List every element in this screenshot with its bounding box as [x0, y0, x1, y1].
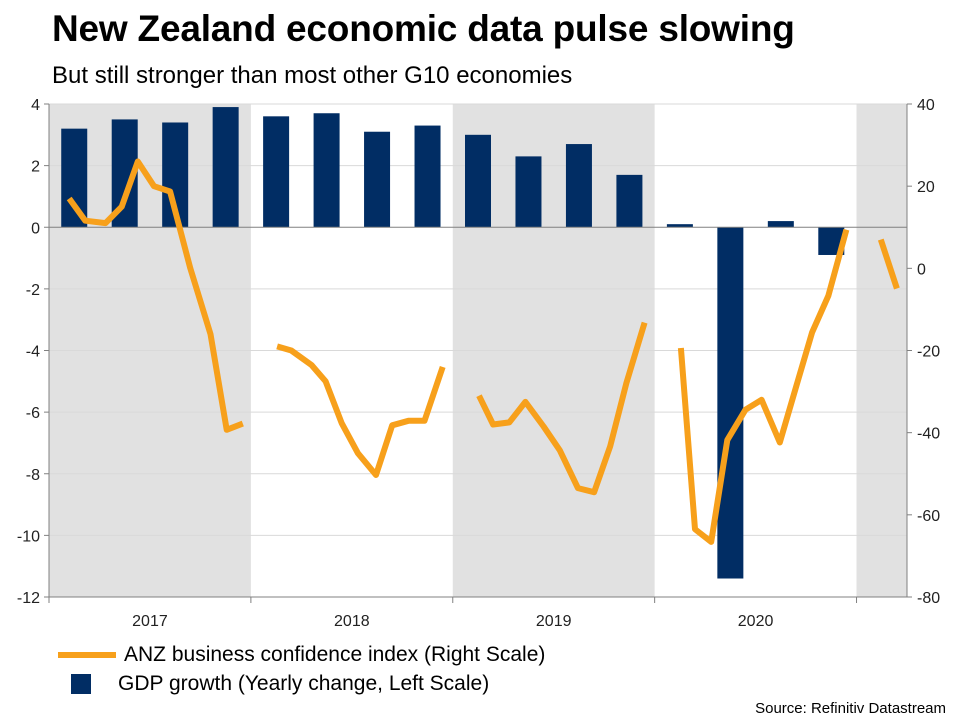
gdp-bar — [515, 156, 542, 228]
left-tick-label: -12 — [17, 590, 40, 607]
right-tick-label: 20 — [917, 179, 935, 196]
legend-bar-label: GDP growth (Yearly change, Left Scale) — [118, 671, 490, 695]
gdp-bar — [414, 125, 441, 228]
confidence-line-segment — [476, 321, 648, 496]
confidence-line — [66, 158, 900, 545]
axes — [44, 103, 912, 603]
right-tick-label: 0 — [917, 261, 926, 278]
gdp-bar — [313, 113, 340, 228]
left-tick-label: 4 — [31, 97, 40, 114]
left-tick-label: -8 — [26, 467, 40, 484]
right-tick-label: -40 — [917, 426, 940, 443]
gdp-bar — [767, 221, 794, 228]
x-tick-label: 2020 — [738, 613, 774, 630]
left-tick-label: 0 — [31, 220, 40, 237]
left-tick-label: 2 — [31, 159, 40, 176]
left-tick-label: -10 — [17, 528, 40, 545]
gdp-bar — [717, 227, 744, 579]
gdp-bars — [61, 107, 845, 579]
legend-item-bar: GDP growth (Yearly change, Left Scale) — [58, 669, 545, 698]
gdp-bar — [465, 134, 491, 228]
x-tick-label: 2017 — [132, 613, 168, 630]
gdp-bar — [565, 144, 592, 228]
chart-title: New Zealand economic data pulse slowing — [52, 8, 795, 49]
left-tick-label: -2 — [26, 282, 40, 299]
right-tick-label: -80 — [917, 590, 940, 607]
legend: ANZ business confidence index (Right Sca… — [58, 640, 545, 698]
right-tick-label: -60 — [917, 508, 940, 525]
legend-line-label: ANZ business confidence index (Right Sca… — [124, 642, 546, 666]
legend-bar-swatch — [71, 673, 91, 694]
chart-subtitle: But still stronger than most other G10 e… — [52, 62, 573, 89]
confidence-line-segment — [66, 158, 244, 433]
x-tick-label: 2019 — [536, 613, 572, 630]
confidence-line-segment — [877, 238, 900, 290]
gdp-bar — [61, 128, 88, 228]
gdp-bar — [616, 174, 643, 228]
source-note: Source: Refinitiv Datastream — [755, 700, 946, 717]
x-tick-label: 2018 — [334, 613, 370, 630]
gdp-bar — [212, 107, 239, 228]
gdp-bar — [263, 116, 290, 228]
legend-item-line: ANZ business confidence index (Right Sca… — [58, 640, 545, 669]
legend-line-swatch — [58, 651, 116, 658]
left-tick-label: -4 — [26, 344, 40, 361]
gdp-bar — [666, 224, 693, 228]
confidence-line-segment — [677, 228, 850, 545]
confidence-line-segment — [276, 343, 446, 478]
right-tick-label: -20 — [917, 344, 940, 361]
gdp-bar — [364, 131, 391, 228]
left-tick-label: -6 — [26, 405, 40, 422]
right-tick-label: 40 — [917, 97, 935, 114]
